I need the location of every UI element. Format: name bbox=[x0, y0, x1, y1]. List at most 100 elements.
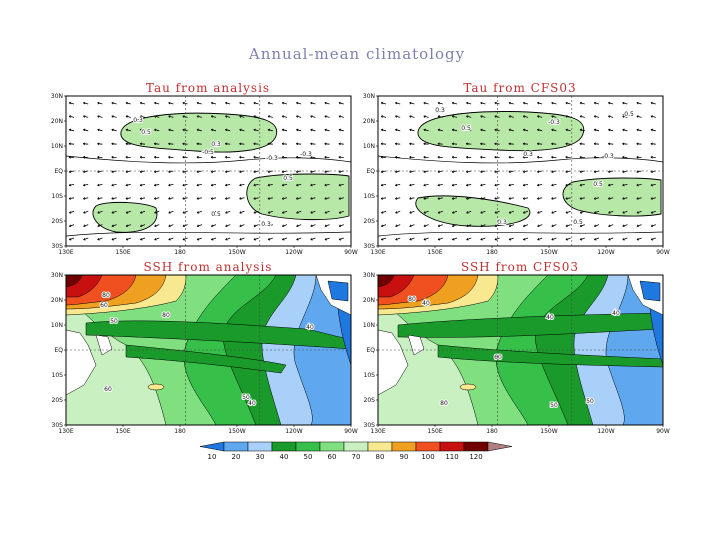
wind-arrow-head bbox=[636, 224, 639, 228]
wind-arrow-shaft bbox=[409, 197, 415, 200]
wind-arrow-shaft bbox=[324, 197, 330, 200]
wind-arrow-head bbox=[239, 224, 242, 228]
wind-arrow-shaft bbox=[480, 237, 486, 241]
wind-arrow-head bbox=[125, 183, 128, 187]
wind-arrow-shaft bbox=[622, 224, 628, 227]
wind-arrow-shaft bbox=[650, 102, 656, 105]
wind-arrow-head bbox=[253, 183, 256, 187]
wind-arrow-head bbox=[593, 128, 597, 132]
wind-arrow-shaft bbox=[381, 210, 387, 214]
wind-arrow-head bbox=[168, 128, 171, 132]
wind-arrow-head bbox=[83, 128, 86, 132]
wind-arrow-shaft bbox=[267, 224, 273, 227]
wind-arrow-head bbox=[437, 128, 440, 132]
y-tick-label: EQ bbox=[366, 347, 375, 354]
wind-arrow-head bbox=[451, 155, 454, 159]
wind-arrow-shaft bbox=[225, 237, 231, 241]
wind-arrow-shaft bbox=[83, 210, 89, 214]
wind-arrow-shaft bbox=[437, 197, 443, 200]
wind-arrow-shaft bbox=[508, 210, 514, 214]
wind-arrow-shaft bbox=[225, 224, 231, 227]
wind-arrow-shaft bbox=[211, 129, 217, 132]
contour-label: 0.3 bbox=[133, 117, 143, 124]
wind-arrow-head bbox=[338, 183, 341, 187]
wind-arrow-head bbox=[324, 155, 327, 159]
y-tick-label: 30N bbox=[51, 93, 63, 100]
wind-arrow-shaft bbox=[182, 197, 188, 200]
wind-arrow-head bbox=[253, 155, 256, 159]
wind-arrow-shaft bbox=[196, 237, 202, 241]
wind-arrow-shaft bbox=[537, 224, 543, 227]
wind-arrow-shaft bbox=[423, 210, 429, 214]
wind-arrow-head bbox=[69, 237, 72, 241]
colorbar: 10 20 30 40 50 60 70 80 90 100 110 120 bbox=[199, 441, 513, 461]
wind-arrow-shaft bbox=[196, 170, 202, 173]
wind-arrow-shaft bbox=[452, 184, 458, 186]
wind-arrow-head bbox=[522, 170, 526, 173]
wind-arrow-head bbox=[154, 101, 157, 105]
wind-arrow-head bbox=[395, 142, 398, 146]
wind-arrow-shaft bbox=[494, 210, 500, 214]
wind-arrow-shaft bbox=[125, 237, 131, 241]
wind-arrow-head bbox=[508, 224, 512, 228]
wind-arrow-shaft bbox=[225, 170, 231, 173]
wind-arrow-head bbox=[267, 155, 270, 159]
wind-arrow-head bbox=[139, 197, 143, 200]
colorbar-tick-label: 80 bbox=[376, 453, 385, 461]
wind-arrow-head bbox=[551, 183, 554, 187]
wind-arrow-head bbox=[551, 115, 554, 118]
island-blob bbox=[459, 383, 477, 391]
contour-label: 60 bbox=[104, 386, 112, 393]
contour-label: 40 bbox=[306, 324, 314, 331]
wind-arrow-head bbox=[494, 128, 497, 132]
wind-arrow-head bbox=[154, 224, 157, 228]
wind-arrow-head bbox=[395, 155, 398, 159]
contour-label: 60 bbox=[100, 302, 108, 309]
wind-arrow-shaft bbox=[409, 210, 415, 214]
wind-arrow-shaft bbox=[480, 170, 486, 173]
wind-arrow-shaft bbox=[594, 184, 600, 186]
wind-arrow-shaft bbox=[338, 129, 344, 132]
y-tick-label: 20S bbox=[52, 218, 64, 225]
wind-arrow-shaft bbox=[154, 115, 160, 118]
wind-arrow-head bbox=[593, 197, 597, 200]
x-tick-label: 150W bbox=[540, 428, 557, 435]
wind-arrow-head bbox=[423, 101, 426, 105]
wind-arrow-shaft bbox=[622, 115, 628, 118]
wind-arrow-head bbox=[409, 142, 412, 146]
tau-shaded-region bbox=[562, 177, 662, 217]
wind-arrow-head bbox=[622, 142, 625, 146]
x-tick-label: 150E bbox=[427, 249, 442, 256]
contour-label: 50 bbox=[242, 394, 250, 401]
wind-arrow-shaft bbox=[551, 197, 557, 200]
y-tick-label: 10S bbox=[52, 372, 64, 379]
wind-arrow-shaft bbox=[423, 129, 429, 132]
wind-arrow-head bbox=[409, 155, 412, 159]
wind-arrow-head bbox=[579, 170, 582, 173]
wind-arrow-shaft bbox=[423, 197, 429, 200]
wind-arrow-shaft bbox=[579, 102, 585, 105]
wind-arrow-shaft bbox=[83, 224, 89, 227]
wind-arrow-shaft bbox=[225, 115, 231, 118]
wind-arrow-head bbox=[381, 237, 384, 241]
wind-arrow-shaft bbox=[97, 197, 103, 200]
contour-label: 0.5 bbox=[211, 211, 221, 218]
wind-arrow-shaft bbox=[97, 129, 103, 132]
wind-arrow-head bbox=[395, 183, 398, 187]
colorbar-tick-label: 10 bbox=[208, 453, 217, 461]
wind-arrow-shaft bbox=[296, 184, 302, 186]
x-tick-label: 150E bbox=[427, 428, 442, 435]
x-tick-label: 90W bbox=[656, 428, 670, 435]
wind-arrow-shaft bbox=[267, 115, 273, 118]
wind-arrow-shaft bbox=[636, 197, 642, 200]
wind-arrow-head bbox=[409, 128, 412, 132]
wind-arrow-head bbox=[239, 101, 242, 105]
y-tick-label: 20S bbox=[364, 218, 376, 225]
wind-arrow-head bbox=[608, 211, 611, 214]
wind-arrow-shaft bbox=[523, 115, 529, 118]
x-tick-label: 150W bbox=[540, 249, 557, 256]
wind-arrow-head bbox=[608, 183, 611, 187]
wind-arrow-head bbox=[111, 197, 114, 200]
wind-arrow-head bbox=[466, 211, 469, 214]
wind-arrow-head bbox=[395, 197, 398, 200]
